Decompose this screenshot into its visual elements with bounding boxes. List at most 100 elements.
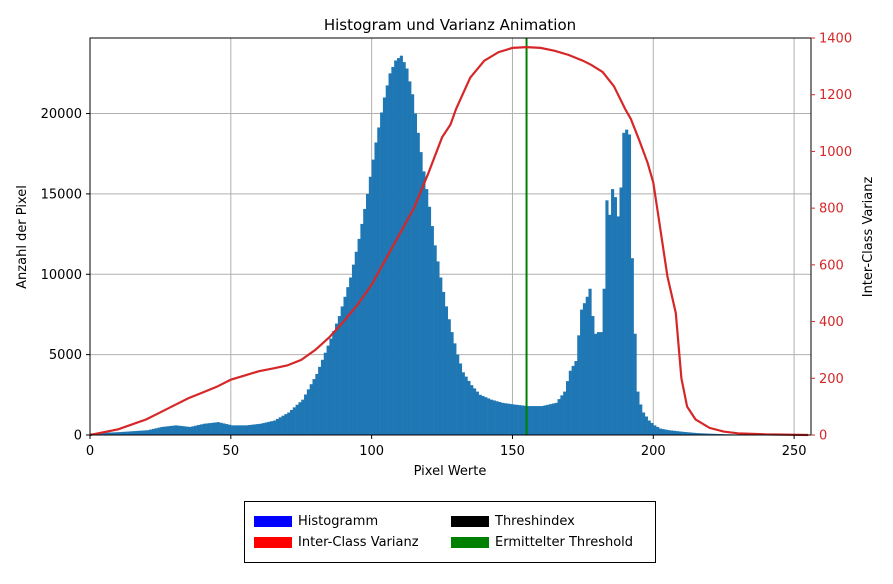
histogram-bar <box>504 403 508 435</box>
histogram-bar <box>242 425 246 435</box>
histogram-bar <box>182 426 187 435</box>
histogram-bar <box>281 415 285 435</box>
y-tick-label: 0 <box>74 429 82 444</box>
histogram-bar <box>202 423 206 435</box>
histogram-bar <box>337 316 341 435</box>
histogram-bar <box>537 406 541 435</box>
histogram-bar <box>611 189 615 435</box>
histogram-bar <box>405 68 409 436</box>
y2-tick-label: 800 <box>819 202 844 217</box>
histogram-bar <box>605 200 609 435</box>
histogram-bar <box>236 425 240 435</box>
histogram-bar <box>168 425 172 435</box>
histogram-bar <box>481 396 485 435</box>
histogram-bar <box>120 431 125 435</box>
y-axis-right: 0 200 400 600 800 1000 1200 1400 <box>811 32 852 444</box>
histogram-bar <box>363 208 367 435</box>
histogram-bar <box>509 404 513 435</box>
legend-label-histogramm: Histogramm <box>298 514 379 529</box>
histogram-bar <box>580 309 584 435</box>
legend-swatch-histogramm <box>254 516 292 527</box>
histogram-bar <box>323 352 327 435</box>
histogram-bar <box>306 389 310 435</box>
histogram-bar <box>672 430 677 435</box>
histogram-bar <box>360 223 364 435</box>
histogram-bar <box>703 433 708 435</box>
histogram-bar <box>109 432 113 435</box>
histogram-bar <box>143 430 147 435</box>
histogram-bar <box>174 425 178 435</box>
histogram-bar <box>295 404 299 435</box>
y-tick-label: 20000 <box>41 107 82 122</box>
histogram-bar <box>712 433 716 435</box>
histogram-bar <box>523 405 527 435</box>
histogram-bar <box>250 424 254 435</box>
histogram-bar <box>343 296 347 435</box>
histogram-bar <box>118 432 122 435</box>
x-tick-label: 50 <box>223 444 240 459</box>
y2-tick-label: 1200 <box>819 88 852 103</box>
histogram-bar <box>442 291 446 435</box>
histogram-bar <box>540 406 544 435</box>
y2-tick-label: 0 <box>819 429 827 444</box>
histogram-bar <box>619 187 623 435</box>
histogram-bar <box>185 426 189 435</box>
histogram-bar <box>520 405 525 435</box>
histogram-bar <box>329 338 333 435</box>
histogram-bar <box>154 428 158 435</box>
histogram-bar <box>256 424 260 435</box>
x-tick-label: 150 <box>500 444 525 459</box>
histogram-bar <box>368 176 372 435</box>
histogram-bar <box>129 431 133 435</box>
histogram-bar <box>132 431 136 435</box>
histogram-bar <box>642 412 646 435</box>
legend-item-threshindex: Threshindex <box>451 514 575 529</box>
histogram-bar <box>309 384 313 435</box>
histogram-bar <box>326 345 330 435</box>
histogram-bar <box>171 425 175 435</box>
x-tick-label: 200 <box>641 444 666 459</box>
histogram-bar <box>549 404 553 435</box>
histogram-bar <box>273 420 277 435</box>
histogram-bar <box>399 55 403 435</box>
variance-line <box>89 45 809 437</box>
histogram-bar <box>599 332 603 435</box>
histogram-bar <box>354 251 358 435</box>
histogram-bar <box>408 81 412 435</box>
histogram-bar <box>495 401 499 435</box>
histogram-bar <box>450 332 454 435</box>
histogram-bar <box>498 402 502 435</box>
histogram-bar <box>239 425 243 435</box>
histogram-bar <box>104 432 108 435</box>
histogram-bar <box>219 422 223 435</box>
histogram-bar <box>205 423 209 435</box>
histogram-bar <box>357 238 361 435</box>
histogram-bar <box>374 142 378 435</box>
legend-label-threshold: Ermittelter Threshold <box>495 535 634 550</box>
histogram-bar <box>647 420 651 435</box>
histogram-bar <box>518 405 522 435</box>
histogram-bar <box>228 424 232 435</box>
histogram-bar <box>135 430 139 435</box>
histogram-bar <box>289 409 294 435</box>
histogram-bar <box>613 197 617 435</box>
histogram-bar <box>475 391 479 435</box>
histogram-bar <box>115 432 119 435</box>
histogram-bar <box>650 422 654 435</box>
histogram-bar <box>177 425 181 435</box>
histogram-bar <box>489 399 494 435</box>
histogram-bar <box>166 426 170 435</box>
histogram-bar <box>577 335 581 435</box>
histogram-bar <box>123 431 127 435</box>
histogram-bar <box>180 425 184 435</box>
histogram-bar <box>585 296 589 435</box>
histogram-bar <box>689 432 694 435</box>
legend-item-varianz: Inter-Class Varianz <box>254 535 419 550</box>
histogram-bar <box>194 425 198 435</box>
legend-swatch-threshold <box>451 537 489 548</box>
histogram-bar <box>698 433 702 435</box>
histogram-bar <box>684 432 688 435</box>
histogram-bar <box>349 277 353 435</box>
histogram-bar <box>529 406 533 435</box>
